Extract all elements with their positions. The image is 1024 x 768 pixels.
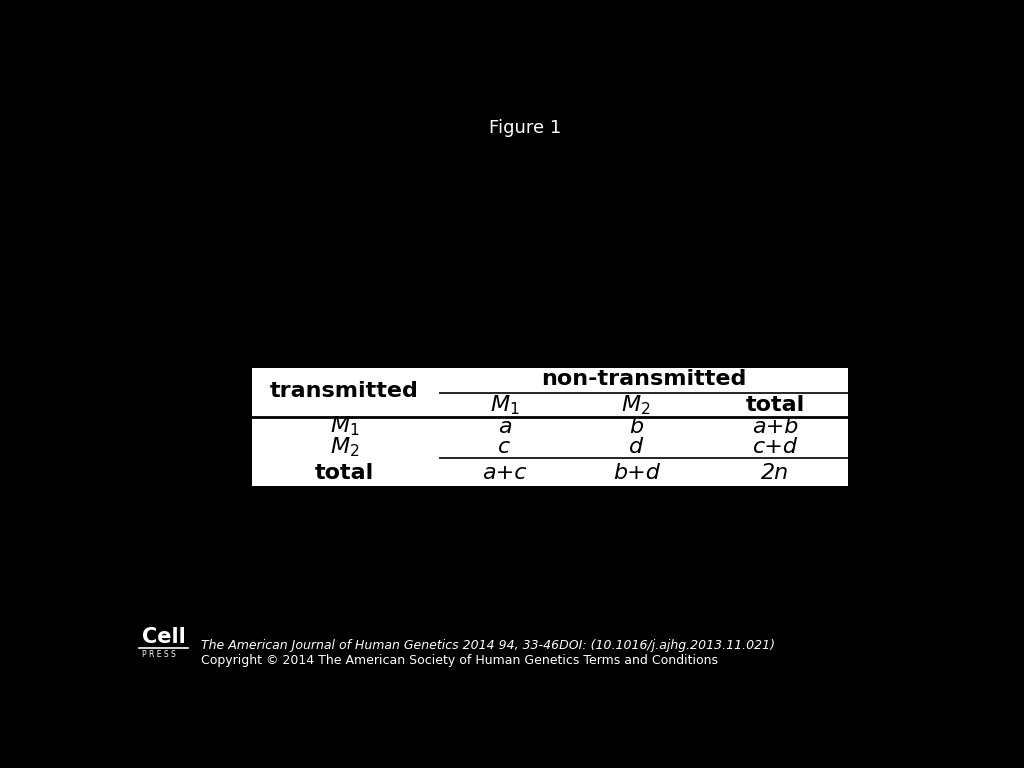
Text: $M_2$: $M_2$ (330, 435, 359, 459)
Text: $M_1$: $M_1$ (489, 393, 519, 416)
Text: Figure 1: Figure 1 (488, 119, 561, 137)
Text: total: total (745, 395, 805, 415)
Text: $M_1$: $M_1$ (330, 415, 359, 439)
Text: transmitted: transmitted (270, 382, 419, 402)
FancyBboxPatch shape (250, 366, 849, 487)
Text: 2n: 2n (761, 462, 790, 482)
Text: c+d: c+d (753, 437, 798, 457)
Text: c: c (499, 437, 511, 457)
Text: b: b (629, 416, 643, 436)
Text: The American Journal of Human Genetics 2014 94, 33-46DOI: (10.1016/j.ajhg.2013.1: The American Journal of Human Genetics 2… (201, 638, 775, 651)
Text: b+d: b+d (612, 462, 659, 482)
Text: Cell: Cell (142, 627, 186, 647)
Text: P R E S S: P R E S S (142, 650, 176, 659)
Text: Copyright © 2014 The American Society of Human Genetics Terms and Conditions: Copyright © 2014 The American Society of… (201, 654, 718, 667)
Text: a+b: a+b (752, 416, 799, 436)
Text: $M_2$: $M_2$ (622, 393, 651, 416)
Text: a+c: a+c (482, 462, 526, 482)
Text: a: a (498, 416, 511, 436)
Text: total: total (314, 462, 374, 482)
Text: d: d (629, 437, 643, 457)
Text: non-transmitted: non-transmitted (541, 369, 746, 389)
